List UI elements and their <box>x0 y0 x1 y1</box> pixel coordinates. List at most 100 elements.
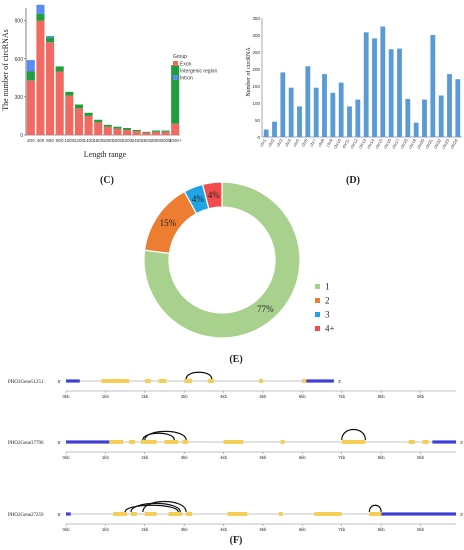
backsplice-arc <box>142 432 175 441</box>
panel-c-bar-intergenic-region <box>26 71 35 81</box>
panel-c-legend-title: Group <box>173 54 187 60</box>
panel-d-label: (D) <box>346 175 360 186</box>
strand-5prime: 5' <box>58 379 62 384</box>
kb-tick-label: 1kb <box>102 527 110 532</box>
panel-c-bar-intergenic-region <box>171 65 180 124</box>
kb-tick-label: 2kb <box>141 394 149 399</box>
exon-block <box>408 440 415 444</box>
panel-c-xtick-label: 1000 <box>64 138 75 143</box>
utr-block <box>66 440 110 444</box>
panel-d-xtick-label: chr6 <box>300 137 309 147</box>
panel-c-bar-intergenic-region <box>113 126 122 129</box>
panel-d-ytick-label: 200 <box>252 67 260 72</box>
panel-f-label: (F) <box>230 535 243 546</box>
panel-d-bar <box>455 79 461 137</box>
panel-d-xtick-label: chr7 <box>309 137 318 147</box>
exon-block <box>109 440 124 444</box>
utr-block <box>66 379 80 383</box>
panel-d-bar <box>297 106 302 137</box>
exon-block <box>314 512 342 516</box>
panel-c-bar-intergenic-region <box>84 112 93 116</box>
exon-block <box>341 440 366 444</box>
panel-c-xtick-label: 400 <box>37 138 45 143</box>
kb-tick-label: 9kb <box>417 455 425 460</box>
exon-block <box>223 440 244 444</box>
kb-tick-label: 5kb <box>260 527 268 532</box>
panel-c-xtick-label: 2200 <box>122 138 133 143</box>
backsplice-arc <box>144 430 187 441</box>
exon-block <box>422 440 429 444</box>
panel-e-legend-entry: 3 <box>325 310 330 320</box>
gene-track: PHO2Gene27259 5' 3' 0kb 1kb 2kb 3kb 4kb 5kb 6kb 7k… <box>8 501 464 532</box>
exon-block <box>280 440 285 444</box>
panel-c-bar-intergenic-region <box>46 37 55 43</box>
exon-block <box>186 512 193 516</box>
kb-tick-label: 0kb <box>63 527 71 532</box>
panel-d-bar <box>313 87 319 137</box>
kb-tick-label: 7kb <box>338 394 346 399</box>
panel-d-bar <box>355 99 361 137</box>
panel-d-bar <box>447 74 452 137</box>
kb-tick-label: 5kb <box>260 455 268 460</box>
panel-d-xtick-label: chr12 <box>349 137 359 149</box>
backsplice-arc <box>130 502 181 513</box>
panel-d-bar <box>288 87 294 137</box>
kb-tick-label: 3kb <box>181 527 189 532</box>
panel-e-legend-entry: 4+ <box>325 324 335 334</box>
panel-c-xtick-label: 800 <box>56 138 64 143</box>
kb-tick-label: 7kb <box>338 455 346 460</box>
kb-tick-label: 3kb <box>181 455 189 460</box>
panel-c-legend-entry: Exon <box>180 61 192 67</box>
panel-c-ytick-label: 900 <box>15 19 24 25</box>
panel-c-bar-exon <box>46 42 55 135</box>
strand-3prime: 3' <box>460 440 464 445</box>
exon-block <box>140 440 157 444</box>
panel-e-legend-entry: 2 <box>325 296 330 306</box>
panel-c-xtick-label: 1400 <box>83 138 94 143</box>
panel-d-xtick-label: chr5 <box>292 137 301 147</box>
exon-block <box>144 512 157 516</box>
panel-d-ytick-label: 0 <box>257 135 260 140</box>
backsplice-arc <box>142 501 187 513</box>
panel-d-ylabel: Number of circRNA <box>245 47 252 97</box>
panel-d-bar <box>397 48 402 137</box>
panel-c-bar-intron <box>26 60 35 72</box>
kb-tick-label: 8kb <box>378 394 386 399</box>
panel-d-bar <box>263 129 269 137</box>
panel-d-bar <box>272 121 277 137</box>
kb-tick-label: 4kb <box>220 527 228 532</box>
exon-block <box>164 440 179 444</box>
panel-d-bar <box>347 106 352 137</box>
exon-block <box>207 379 214 383</box>
panel-c-bar-intergenic-region <box>55 66 64 72</box>
strand-3prime: 3' <box>460 512 464 517</box>
panel-d-xtick-label: chr15 <box>374 137 384 149</box>
strand-5prime: 5' <box>58 440 62 445</box>
panel-c-bar-intergenic-region <box>151 130 160 132</box>
exon-block <box>158 379 167 383</box>
panel-d-ytick-label: 150 <box>252 84 260 89</box>
exon-block <box>259 379 263 383</box>
panel-c-bar-intron <box>46 35 55 38</box>
panel-d-xtick-label: chr13 <box>357 137 367 149</box>
utr-block <box>381 512 456 516</box>
gene-name: PHO2Gene51251 <box>8 380 44 385</box>
panel-c-bar-intergenic-region <box>65 91 74 96</box>
kb-tick-label: 9kb <box>417 394 425 399</box>
kb-tick-label: 3kb <box>181 394 189 399</box>
panel-c-xtick-label: 600 <box>46 138 54 143</box>
panel-d-xtick-label: chr3 <box>275 137 284 147</box>
panel-c-bar-exon <box>55 71 64 135</box>
panel-c-bar-exon <box>113 128 122 135</box>
panel-c-legend-swatch <box>173 61 178 66</box>
panel-d-xtick-label: chr10 <box>332 137 342 149</box>
kb-tick-label: 5kb <box>260 394 268 399</box>
utr-block <box>302 379 334 383</box>
panel-c-bar-intergenic-region <box>123 128 132 130</box>
kb-tick-label: 4kb <box>220 394 228 399</box>
panel-c-xtick-label: 1600 <box>93 138 104 143</box>
panel-c-bar-exon <box>142 132 151 135</box>
panel-c-bar-intergenic-region <box>161 130 170 132</box>
kb-tick-label: 6kb <box>299 455 307 460</box>
panel-d-bar <box>422 99 427 137</box>
